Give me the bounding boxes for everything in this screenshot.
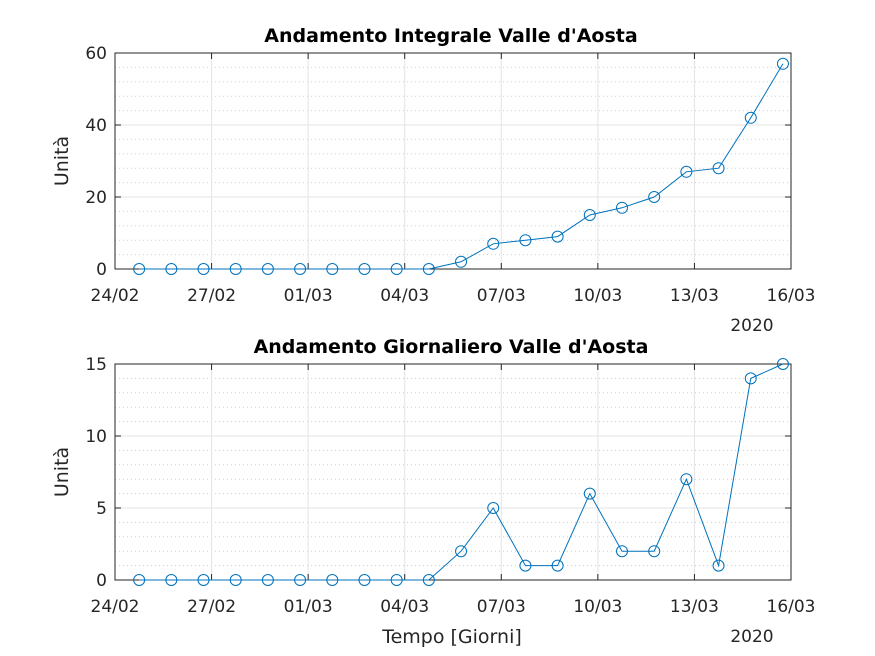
data-point: [261, 574, 274, 586]
y-tick-label: 0: [96, 571, 107, 591]
x-tick-label: 01/03: [284, 597, 333, 617]
data-point: [616, 545, 628, 558]
data-point: [776, 57, 789, 70]
y-tick-label: 15: [85, 355, 107, 375]
data-point: [390, 263, 403, 275]
data-point: [422, 263, 435, 275]
y-tick-label: 60: [85, 44, 107, 64]
data-point: [422, 574, 435, 586]
plot-area: [115, 364, 791, 580]
x-tick-label: 27/02: [187, 286, 236, 306]
data-point: [744, 372, 757, 385]
x-tick-label: 16/03: [767, 286, 816, 306]
grid: [114, 52, 792, 270]
data-point: [776, 358, 789, 370]
data-point: [390, 574, 403, 586]
daily-chart: Andamento Giornaliero Valle d'Aosta Unit…: [51, 336, 816, 648]
data-point: [165, 263, 178, 275]
y-tick-label: 10: [85, 427, 107, 447]
data-point: [551, 230, 564, 243]
x-tick-label: 04/03: [380, 286, 429, 306]
data-point: [712, 559, 725, 572]
data-point: [487, 237, 500, 250]
data-point: [583, 209, 596, 221]
data-point: [551, 559, 564, 572]
year-label: 2020: [730, 316, 773, 336]
x-tick-label: 24/02: [91, 286, 140, 306]
data-point: [583, 487, 596, 500]
x-tick-label: 10/03: [573, 597, 622, 617]
data-point: [358, 574, 371, 586]
y-axis-label: Unità: [51, 136, 73, 186]
chart-title: Andamento Integrale Valle d'Aosta: [264, 25, 637, 47]
axes-box: [114, 52, 792, 270]
data-point: [487, 502, 500, 514]
data-point: [133, 263, 146, 275]
x-tick-label: 27/02: [187, 597, 236, 617]
data-point: [326, 263, 339, 275]
data-point: [197, 574, 210, 586]
x-tick-label: 07/03: [477, 597, 526, 617]
data-point: [680, 165, 693, 178]
data-point: [648, 545, 661, 558]
chart-title: Andamento Giornaliero Valle d'Aosta: [254, 336, 649, 358]
data-point: [229, 574, 242, 586]
data-point: [326, 574, 339, 586]
x-tick-label: 04/03: [380, 597, 429, 617]
data-point: [519, 559, 532, 572]
data-point: [519, 234, 532, 247]
data-point: [165, 574, 178, 586]
x-tick-label: 13/03: [670, 286, 719, 306]
data-point: [294, 263, 307, 275]
axes-box: [114, 363, 792, 581]
data-point: [197, 263, 210, 275]
plot-area: [115, 53, 791, 269]
x-tick-label: 10/03: [573, 286, 622, 306]
x-tick-label: 13/03: [670, 597, 719, 617]
data-point: [744, 111, 757, 124]
data-point: [455, 545, 468, 558]
data-point: [358, 263, 371, 275]
y-axis-label: Unità: [51, 447, 73, 497]
data-point: [294, 574, 307, 586]
data-point: [712, 162, 725, 175]
x-tick-label: 24/02: [91, 597, 140, 617]
y-tick-label: 5: [96, 499, 107, 519]
x-axis-label: Tempo [Giorni]: [381, 626, 522, 648]
y-tick-label: 0: [96, 260, 107, 280]
x-tick-label: 16/03: [767, 597, 816, 617]
y-tick-label: 40: [85, 116, 107, 136]
data-point: [680, 473, 693, 486]
x-tick-label: 07/03: [477, 286, 526, 306]
data-point: [133, 574, 146, 586]
data-point: [229, 263, 242, 275]
integral-chart: Andamento Integrale Valle d'Aosta Unità …: [51, 25, 816, 336]
series-line: [139, 363, 784, 581]
grid: [114, 363, 792, 581]
x-tick-label: 01/03: [284, 286, 333, 306]
data-point: [616, 201, 628, 214]
data-point: [261, 263, 274, 275]
series-line: [139, 63, 784, 270]
y-tick-label: 20: [85, 188, 107, 208]
data-point: [455, 255, 468, 268]
year-label: 2020: [730, 627, 773, 647]
data-point: [648, 191, 661, 203]
